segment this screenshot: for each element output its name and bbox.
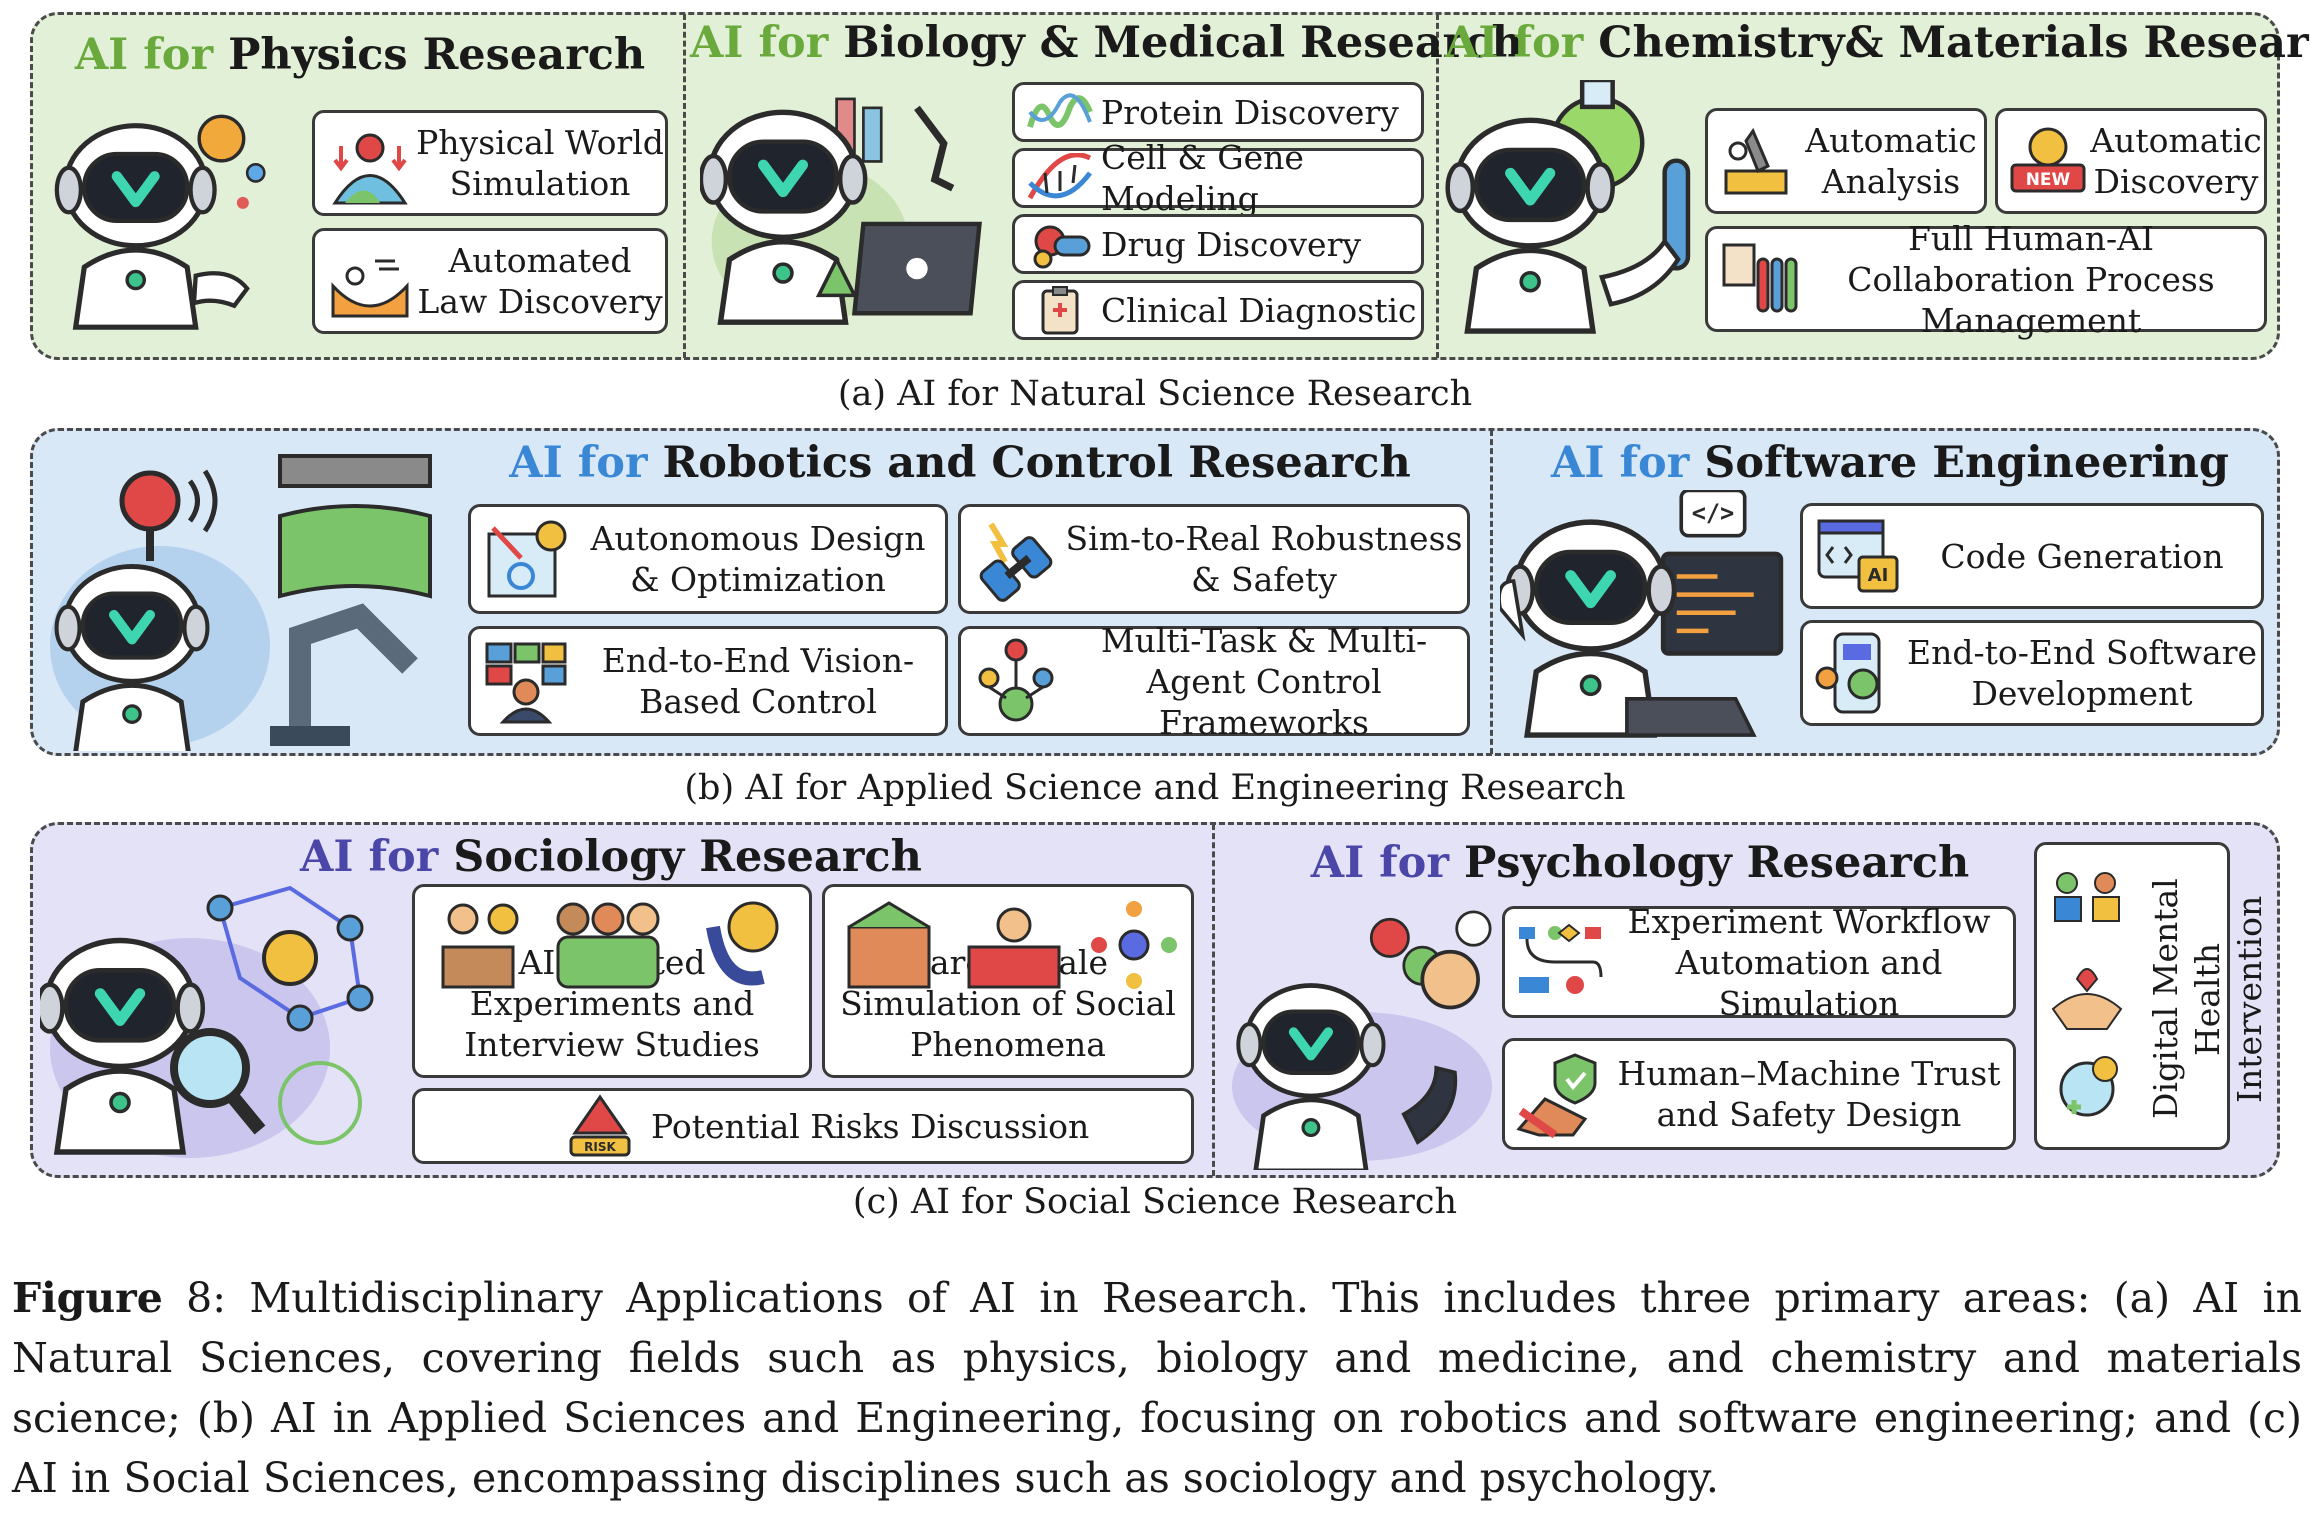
software-item-codegen: AI Code Generation <box>1800 503 2264 609</box>
item-label: Potential Risks Discussion <box>651 1106 1090 1146</box>
new-badge: NEW <box>2026 170 2071 190</box>
item-label: Full Human-AI Collaboration Process Mana… <box>1847 218 2215 340</box>
robot-laptop-illustration <box>700 97 982 340</box>
handshake-shield-icon <box>1516 1053 1597 1139</box>
blueprint-icon <box>487 520 567 598</box>
item-label: Automatic Discovery <box>2090 121 2262 201</box>
psychology-item-mental-health: Digital Mental Health Intervention <box>2034 842 2269 1150</box>
crowd-village-icon <box>847 901 1177 989</box>
risk-warning-icon: RISK <box>569 1094 631 1157</box>
item-label: AI-Assisted Experiments and Interview St… <box>464 943 760 1064</box>
item-label: Human–Machine Trust and Safety Design <box>1617 1054 2001 1134</box>
divider <box>1436 14 1439 358</box>
globe-apple-icon <box>332 133 408 205</box>
chemistry-item-collaboration: Full Human-AI Collaboration Process Mana… <box>1705 219 2267 340</box>
robot-arm-illustration <box>50 454 432 751</box>
interview-people-icon <box>441 901 779 989</box>
chemistry-heading: AI for Chemistry& Materials Research <box>1445 18 2310 68</box>
therapy-icons <box>2051 872 2123 1117</box>
robotics-item-sim2real: Sim-to-Real Robustness & Safety <box>958 504 1470 614</box>
protein-icon <box>1027 93 1093 128</box>
caption-b: (b) AI for Applied Science and Engineeri… <box>684 768 1626 808</box>
physics-item-law-discovery: Automated Law Discovery <box>312 228 668 334</box>
item-label: Automated Law Discovery <box>417 241 663 321</box>
workflow-icon <box>1519 923 1603 994</box>
item-label: Sim-to-Real Robustness & Safety <box>1065 519 1463 599</box>
risk-badge: RISK <box>584 1140 616 1154</box>
sociology-heading: AI for Sociology Research <box>300 832 922 882</box>
figure-caption: Figure 8: Multidisciplinary Applications… <box>12 1268 2302 1508</box>
psychology-heading: AI for Psychology Research <box>1310 838 1970 888</box>
psychology-item-workflow: Experiment Workflow Automation and Simul… <box>1502 902 2016 1023</box>
physics-item-simulation: Physical World Simulation <box>312 110 668 216</box>
caption-c: (c) AI for Social Science Research <box>852 1182 1458 1222</box>
robot-illustration <box>50 114 266 340</box>
robotics-item-design: Autonomous Design & Optimization <box>468 504 948 614</box>
psychology-item-trust: Human–Machine Trust and Safety Design <box>1502 1038 2016 1150</box>
code-window-icon: AI <box>1817 519 1899 593</box>
microscope-icon <box>1724 127 1788 195</box>
software-item-dev: End-to-End Software Development <box>1800 620 2264 726</box>
physics-heading: AI for Physics Research <box>74 30 646 80</box>
robotics-item-vision-control: End-to-End Vision-Based Control <box>468 626 948 736</box>
biology-item-protein: Protein Discovery <box>1012 82 1424 142</box>
robotics-heading: AI for Robotics and Control Research <box>509 438 1411 488</box>
caption-a: (a) AI for Natural Science Research <box>837 374 1473 414</box>
divider <box>1490 430 1493 754</box>
sociology-item-risks: RISK Potential Risks Discussion <box>412 1088 1194 1164</box>
item-label: Autonomous Design & Optimization <box>590 519 926 599</box>
chemistry-item-analysis: Automatic Analysis <box>1705 108 1987 214</box>
item-label: Digital Mental Health Intervention <box>2146 878 2269 1120</box>
pills-icon <box>1033 225 1091 269</box>
item-label: Code Generation <box>1940 536 2224 576</box>
chemistry-item-discovery: NEW Automatic Discovery <box>1995 108 2267 214</box>
item-label: End-to-End Software Development <box>1906 633 2258 713</box>
item-label: Clinical Diagnostic <box>1101 290 1417 330</box>
pendulum-icon <box>331 259 409 318</box>
test-tubes-icon <box>1722 243 1798 313</box>
robot-computer-illustration: </> <box>1500 490 1784 740</box>
item-label: Physical World Simulation <box>416 123 664 203</box>
team-gear-icon <box>978 638 1054 722</box>
monitor-wall-icon <box>485 642 567 724</box>
sociology-item-experiments: AI-Assisted Experiments and Interview St… <box>412 884 812 1078</box>
ai-badge: AI <box>1868 565 1889 586</box>
figure-caption-text: : Multidisciplinary Applications of AI i… <box>12 1274 2302 1502</box>
dumbbell-icon <box>979 522 1053 602</box>
figure-label: Figure <box>12 1274 163 1322</box>
sociology-item-simulation: Large-Scale Simulation of Social Phenome… <box>822 884 1194 1078</box>
code-glyph: </> <box>1692 499 1735 527</box>
item-label: Experiment Workflow Automation and Simul… <box>1627 901 1991 1023</box>
biology-item-drug: Drug Discovery <box>1012 214 1424 274</box>
robot-flask-illustration <box>1440 80 1691 340</box>
biology-heading: AI for Biology & Medical Research <box>690 18 1523 68</box>
item-label: Multi-Task & Multi-Agent Control Framewo… <box>1100 620 1428 742</box>
item-label: Cell & Gene Modeling <box>1101 138 1304 218</box>
robotics-item-multi-agent: Multi-Task & Multi-Agent Control Framewo… <box>958 621 1470 742</box>
biology-item-cell-gene: Cell & Gene Modeling <box>1012 138 1424 218</box>
divider <box>683 14 686 358</box>
clipboard-icon <box>1041 286 1079 335</box>
biology-item-clinical: Clinical Diagnostic <box>1012 280 1424 340</box>
robot-network-illustration <box>40 885 374 1158</box>
item-label: Drug Discovery <box>1101 224 1361 264</box>
item-label: Automatic Analysis <box>1805 121 1977 201</box>
item-label: End-to-End Vision-Based Control <box>601 641 915 721</box>
bulb-new-icon: NEW <box>2010 127 2086 193</box>
robot-emotion-illustration <box>1232 910 1492 1170</box>
software-heading: AI for Software Engineering <box>1551 438 2229 488</box>
phone-dev-icon <box>1815 632 1881 714</box>
item-label: Protein Discovery <box>1101 92 1399 132</box>
figure-number: 8 <box>186 1274 213 1322</box>
dna-icon <box>1027 153 1092 200</box>
divider <box>1212 824 1215 1176</box>
